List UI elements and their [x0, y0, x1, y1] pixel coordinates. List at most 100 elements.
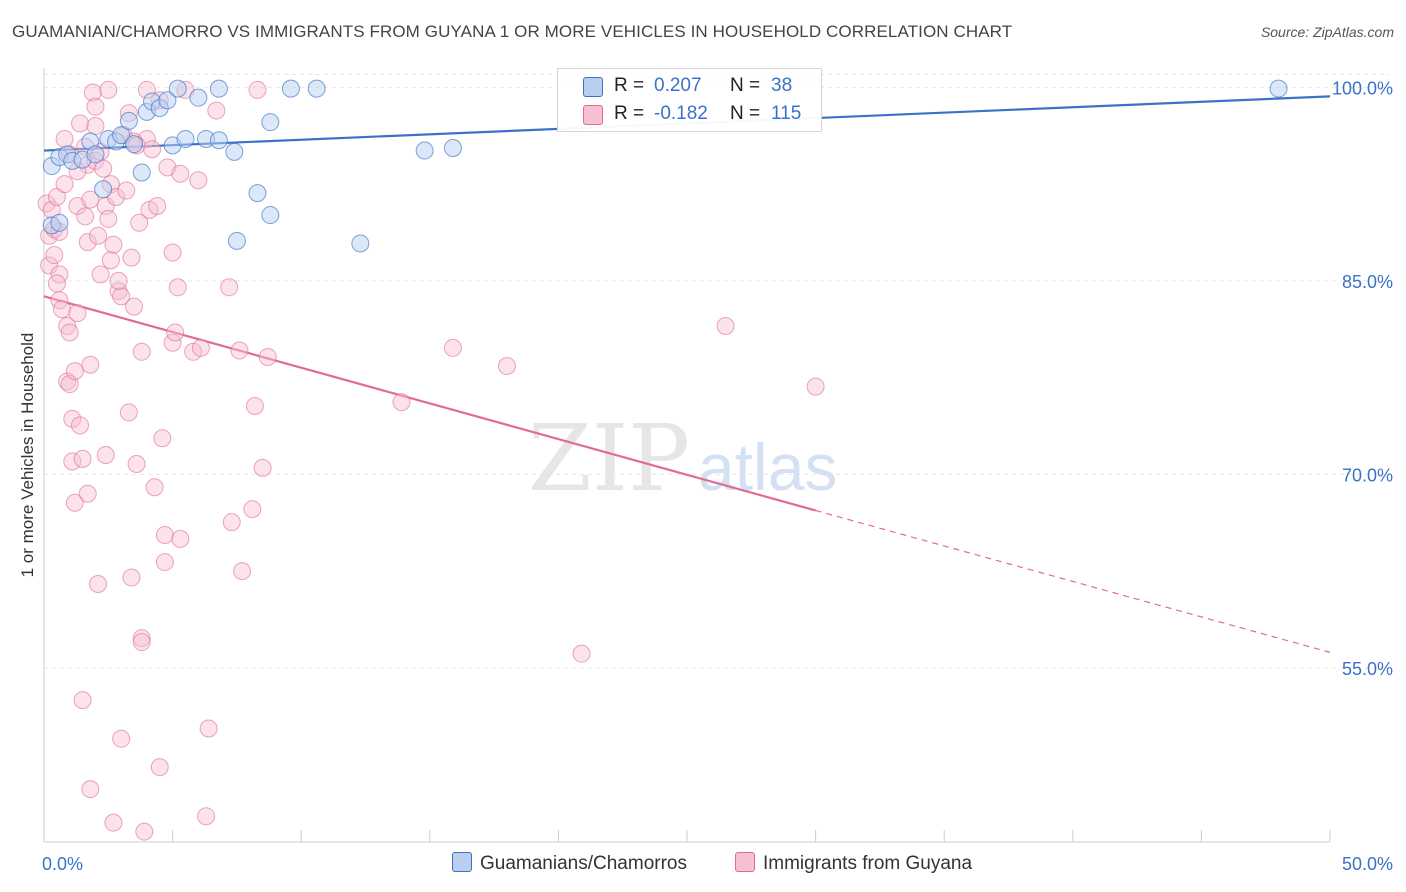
- pink-point: [55, 129, 74, 148]
- pink-point: [168, 278, 187, 297]
- pink-point: [73, 449, 92, 468]
- bottom-legend-pink[interactable]: Immigrants from Guyana: [735, 852, 972, 875]
- legend-blue-r-value: 0.207: [654, 75, 702, 96]
- blue-point: [94, 180, 113, 199]
- pink-point: [230, 341, 249, 360]
- blue-point: [1269, 79, 1288, 98]
- pink-point: [73, 691, 92, 710]
- pink-point: [135, 822, 154, 841]
- bottom-legend-blue-label: Guamanians/Chamorros: [480, 853, 687, 874]
- blue-point: [443, 138, 462, 157]
- pink-point: [145, 478, 164, 497]
- pink-point: [71, 416, 90, 435]
- watermark-zip: ZIP: [528, 405, 690, 512]
- legend-row-pink: R = -0.182 N = 115: [558, 100, 821, 128]
- pink-point: [109, 271, 128, 290]
- pink-point: [94, 159, 113, 178]
- pink-point: [104, 235, 123, 254]
- blue-point: [248, 184, 267, 203]
- blue-point: [261, 113, 280, 132]
- pink-point: [119, 403, 138, 422]
- pink-point: [78, 233, 97, 252]
- pink-point: [197, 807, 216, 826]
- pink-point: [171, 529, 190, 548]
- pink-point: [392, 393, 411, 412]
- pink-point: [99, 209, 118, 228]
- legend-r-label: R =: [614, 103, 645, 124]
- bottom-legend-blue[interactable]: Guamanians/Chamorros: [452, 852, 687, 875]
- pink-trend-line: [43, 295, 816, 512]
- legend-r-label: R =: [614, 75, 645, 96]
- pink-point: [497, 356, 516, 375]
- pink-point: [47, 274, 66, 293]
- pink-point: [63, 409, 82, 428]
- pink-point: [112, 287, 131, 306]
- pink-point: [63, 452, 82, 471]
- blue-series: [42, 79, 1288, 253]
- pink-point: [148, 197, 167, 216]
- pink-point: [220, 278, 239, 297]
- x-tick-label-min: 0.0%: [42, 854, 83, 874]
- blue-point: [261, 206, 280, 225]
- blue-point: [225, 142, 244, 161]
- pink-swatch-icon: [583, 105, 603, 125]
- pink-point: [99, 80, 118, 99]
- legend-n-label: N =: [730, 103, 761, 124]
- legend-pink-r-value: -0.182: [654, 103, 708, 124]
- blue-point: [281, 79, 300, 98]
- axes: [43, 68, 1331, 843]
- blue-point: [125, 135, 144, 154]
- pink-point: [806, 377, 825, 396]
- pink-point: [150, 758, 169, 777]
- pink-point: [60, 323, 79, 342]
- pink-point: [132, 629, 151, 648]
- bottom-legend-pink-label: Immigrants from Guyana: [763, 853, 973, 874]
- blue-point: [132, 163, 151, 182]
- pink-point: [248, 80, 267, 99]
- pink-point: [68, 304, 87, 323]
- pink-point: [253, 458, 272, 477]
- pink-point: [163, 243, 182, 262]
- pink-point: [189, 171, 208, 190]
- source-label: Source: ZipAtlas.com: [1260, 24, 1394, 40]
- blue-point: [209, 131, 228, 150]
- watermark: ZIP atlas: [528, 405, 838, 512]
- pink-point: [83, 83, 102, 102]
- pink-point: [89, 226, 108, 245]
- blue-point: [415, 141, 434, 160]
- blue-point: [119, 111, 138, 130]
- pink-point: [89, 575, 108, 593]
- tick-labels: 55.0% 70.0% 85.0% 100.0% 0.0% 50.0%: [42, 78, 1393, 874]
- pink-swatch-icon: [735, 852, 755, 872]
- pink-point: [207, 101, 226, 120]
- pink-point: [91, 265, 110, 284]
- pink-point: [117, 181, 136, 200]
- blue-point: [158, 91, 177, 110]
- pink-point: [132, 633, 151, 652]
- pink-point: [153, 429, 172, 448]
- pink-point: [132, 342, 151, 361]
- blue-point: [50, 213, 69, 232]
- pink-point: [243, 500, 262, 519]
- pink-point: [171, 164, 190, 183]
- blue-swatch-icon: [583, 77, 603, 97]
- pink-point: [104, 813, 123, 832]
- correlation-legend: R = 0.207 N = 38 R = -0.182 N = 115: [557, 68, 822, 132]
- pink-point: [258, 347, 277, 366]
- watermark-atlas: atlas: [698, 430, 837, 504]
- pink-trend-extension: [815, 509, 1331, 653]
- legend-blue-n-value: 38: [771, 75, 793, 96]
- legend-row-blue: R = 0.207 N = 38: [558, 72, 821, 100]
- blue-point: [176, 129, 195, 148]
- blue-point: [209, 79, 228, 98]
- pink-point: [191, 338, 210, 357]
- pink-point: [222, 513, 241, 532]
- pink-point: [155, 525, 174, 544]
- pink-point: [58, 372, 77, 391]
- pink-point: [155, 553, 174, 572]
- pink-point: [143, 140, 162, 159]
- pink-point: [122, 568, 141, 587]
- blue-point: [307, 79, 326, 98]
- y-tick-label: 70.0%: [1342, 465, 1393, 485]
